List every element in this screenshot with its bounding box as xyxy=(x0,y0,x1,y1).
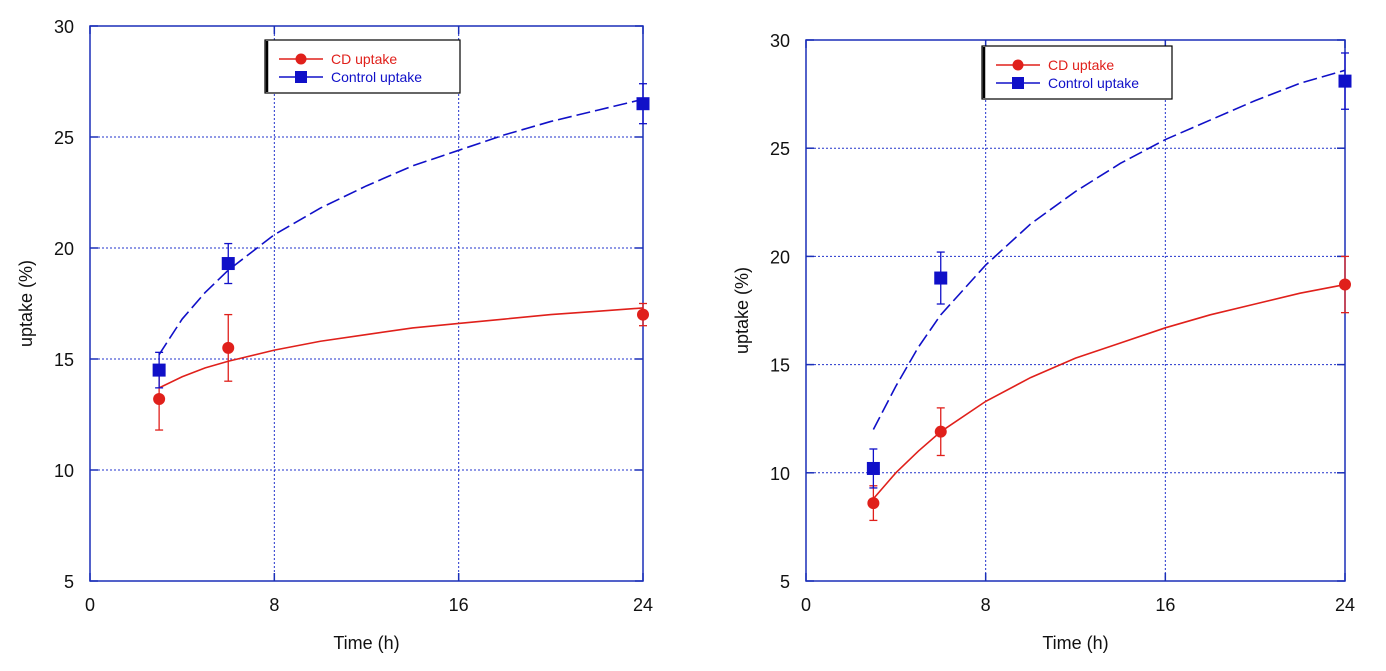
plot-frame xyxy=(805,39,1346,582)
chart-left-panel: 5 10 15 20 25 30 0 8 16 24 Time (h) uptake (%) CD up… xyxy=(16,17,653,653)
fit-line xyxy=(872,69,1346,430)
data-point xyxy=(934,271,948,285)
x-tick-label: 16 xyxy=(449,595,469,615)
data-point xyxy=(636,97,650,111)
y-axis-title: uptake (%) xyxy=(732,267,752,354)
x-tick-label: 0 xyxy=(85,595,95,615)
y-axis-title: uptake (%) xyxy=(16,260,36,347)
legend-marker xyxy=(1012,59,1024,71)
x-axis-title: Time (h) xyxy=(1042,633,1108,653)
legend-marker xyxy=(295,71,307,83)
y-tick-label: 30 xyxy=(54,17,74,37)
y-tick-label: 15 xyxy=(54,350,74,370)
plot-frame xyxy=(89,25,644,582)
fit-line xyxy=(158,98,644,355)
legend-label: CD uptake xyxy=(331,51,397,67)
legend-marker xyxy=(1012,77,1024,89)
legend-box xyxy=(981,45,1173,100)
legend-label: CD uptake xyxy=(1048,57,1114,73)
y-tick-label: 25 xyxy=(54,128,74,148)
data-point xyxy=(1339,278,1351,291)
data-point xyxy=(153,392,166,405)
y-tick-label: 10 xyxy=(770,464,790,484)
y-tick-label: 30 xyxy=(770,31,790,51)
x-tick-label: 8 xyxy=(981,595,991,615)
data-point xyxy=(867,497,880,510)
data-point xyxy=(221,257,235,271)
y-tick-label: 20 xyxy=(54,239,74,259)
data-point xyxy=(222,341,235,354)
x-tick-label: 24 xyxy=(1335,595,1355,615)
data-point xyxy=(637,308,649,321)
y-tick-label: 10 xyxy=(54,461,74,481)
x-tick-label: 8 xyxy=(269,595,279,615)
chart-svg: 5 10 15 20 25 30 0 8 16 24 Time (h) uptake (%) CD up… xyxy=(16,17,653,653)
legend-marker xyxy=(295,53,307,65)
chart-svg: 5 10 15 20 25 30 0 8 16 24 Time (h) uptake (%) CD up… xyxy=(732,31,1355,653)
legend-label: Control uptake xyxy=(331,69,422,85)
y-tick-label: 15 xyxy=(770,356,790,376)
fit-line xyxy=(872,283,1346,500)
y-tick-label: 5 xyxy=(64,572,74,592)
x-tick-label: 24 xyxy=(633,595,653,615)
data-point xyxy=(934,425,947,438)
chart-right-panel: 5 10 15 20 25 30 0 8 16 24 Time (h) uptake (%) CD up… xyxy=(693,0,1386,671)
y-tick-label: 25 xyxy=(770,139,790,159)
x-tick-label: 16 xyxy=(1155,595,1175,615)
data-point xyxy=(866,461,880,475)
data-point xyxy=(1338,74,1352,88)
legend-box xyxy=(264,39,461,94)
y-tick-label: 5 xyxy=(780,572,790,592)
y-tick-label: 20 xyxy=(770,247,790,267)
x-tick-label: 0 xyxy=(801,595,811,615)
x-axis-title: Time (h) xyxy=(333,633,399,653)
data-point xyxy=(152,363,166,377)
legend-label: Control uptake xyxy=(1048,75,1139,91)
fit-line xyxy=(158,307,644,389)
